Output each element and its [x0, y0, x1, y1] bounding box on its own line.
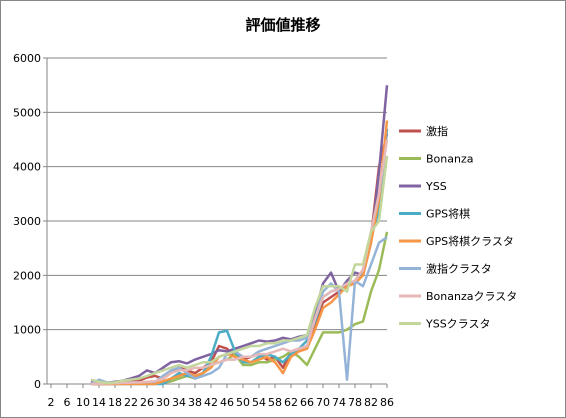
y-tick-label: 5000 [13, 106, 41, 119]
y-tick-label: 0 [34, 378, 41, 391]
x-tick-label: 46 [220, 396, 234, 409]
x-tick-label: 38 [188, 396, 202, 409]
y-tick-label: 4000 [13, 161, 41, 174]
legend-label: GPS将棋クラスタ [426, 234, 514, 248]
y-axis-ticks: 0 1000 2000 3000 4000 5000 6000 [13, 52, 47, 391]
x-tick-label: 22 [124, 396, 138, 409]
x-tick-label: 2 [48, 396, 55, 409]
legend-label: YSSクラスタ [425, 318, 490, 331]
legend-label: GPS将棋 [426, 207, 470, 221]
x-tick-label: 74 [332, 396, 346, 409]
y-tick-label: 6000 [13, 52, 41, 65]
x-tick-label: 26 [140, 396, 154, 409]
x-tick-label: 54 [252, 396, 266, 409]
x-tick-label: 30 [156, 396, 170, 409]
x-tick-label: 70 [316, 396, 330, 409]
x-tick-label: 50 [236, 396, 250, 409]
legend-label: Bonanza [426, 153, 473, 166]
legend-label: YSS [425, 180, 447, 193]
y-tick-label: 3000 [13, 215, 41, 228]
y-tick-label: 1000 [13, 324, 41, 337]
x-tick-label: 86 [380, 396, 394, 409]
legend-label: Bonanzaクラスタ [426, 290, 517, 303]
legend-label: 激指クラスタ [426, 262, 492, 276]
x-tick-label: 66 [300, 396, 314, 409]
chart-title: 評価値推移 [245, 16, 320, 34]
legend-label: 激指 [426, 124, 448, 138]
x-tick-label: 58 [268, 396, 282, 409]
grid-lines [47, 57, 387, 331]
x-tick-label: 78 [348, 396, 362, 409]
series-line-1 [91, 231, 389, 386]
x-tick-label: 82 [364, 396, 378, 409]
x-tick-label: 42 [204, 396, 218, 409]
series-line-7 [90, 155, 389, 385]
series-line-5 [90, 236, 388, 386]
x-tick-label: 62 [284, 396, 298, 409]
x-tick-label: 6 [64, 396, 71, 409]
x-tick-label: 14 [92, 396, 106, 409]
y-tick-label: 2000 [13, 269, 41, 282]
series-line-6 [90, 139, 389, 386]
x-tick-label: 10 [76, 396, 90, 409]
x-tick-label: 34 [172, 396, 186, 409]
series-lines [90, 85, 389, 386]
x-axis-ticks: 2 6 10 14 18 22 26 30 34 38 42 46 50 54 58 62 66 70 74 78 82… [48, 384, 394, 409]
x-tick-label: 18 [108, 396, 122, 409]
